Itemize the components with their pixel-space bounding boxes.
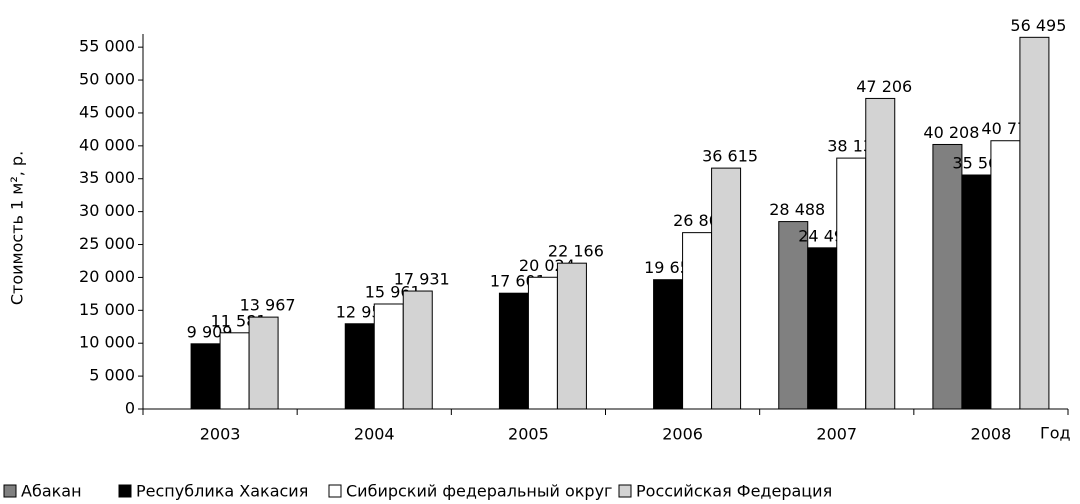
bar xyxy=(402,290,433,410)
y-tick-label: 15 000 xyxy=(79,300,135,319)
y-tick-label: 30 000 xyxy=(79,201,135,220)
legend-swatch xyxy=(328,484,342,498)
y-axis-label: Стоимость 1 м², р. xyxy=(8,151,27,305)
x-tick-label: 2004 xyxy=(354,425,395,444)
bar xyxy=(219,332,250,410)
legend-label: Российская Федерация xyxy=(636,482,832,501)
legend-swatch xyxy=(618,484,632,498)
x-tick-label: 2005 xyxy=(508,425,549,444)
y-tick-label: 10 000 xyxy=(79,333,135,352)
bar xyxy=(711,167,742,410)
bar xyxy=(961,174,992,410)
y-tick-label: 20 000 xyxy=(79,267,135,286)
bar xyxy=(1019,36,1050,410)
x-tick-label: 2006 xyxy=(662,425,703,444)
bar xyxy=(498,292,529,410)
legend-label: Абакан xyxy=(21,482,82,501)
value-label: 56 495 xyxy=(1010,16,1066,35)
value-label: 28 488 xyxy=(769,200,825,219)
bar xyxy=(807,247,838,410)
x-tick-label: 2003 xyxy=(200,425,241,444)
x-tick-label: 2007 xyxy=(816,425,857,444)
y-tick-label: 50 000 xyxy=(79,70,135,89)
x-tick-label: 2008 xyxy=(971,425,1012,444)
bar xyxy=(682,232,713,410)
value-label: 17 931 xyxy=(394,270,450,289)
y-tick-label: 35 000 xyxy=(79,168,135,187)
legend-swatch xyxy=(118,484,132,498)
y-tick-label: 55 000 xyxy=(79,37,135,56)
bar xyxy=(932,143,963,410)
y-tick-label: 0 xyxy=(125,399,135,418)
legend-label: Республика Хакасия xyxy=(136,482,308,501)
value-label: 13 967 xyxy=(240,296,296,315)
value-label: 40 208 xyxy=(923,123,979,142)
value-label: 36 615 xyxy=(702,147,758,166)
bar xyxy=(248,316,279,410)
y-tick-label: 40 000 xyxy=(79,135,135,154)
y-tick-label: 5 000 xyxy=(89,366,135,385)
x-axis-label: Год xyxy=(1040,424,1071,443)
legend-swatch xyxy=(3,484,17,498)
value-label: 22 166 xyxy=(548,242,604,261)
bar xyxy=(527,276,558,410)
y-tick-label: 45 000 xyxy=(79,102,135,121)
legend-label: Сибирский федеральный округ xyxy=(346,482,612,501)
bar xyxy=(344,323,375,410)
y-tick-label: 25 000 xyxy=(79,234,135,253)
bar xyxy=(865,97,896,410)
bar xyxy=(653,279,684,410)
bar xyxy=(990,140,1021,410)
bar xyxy=(373,303,404,410)
bar xyxy=(778,221,809,410)
bar xyxy=(556,262,587,410)
bar xyxy=(190,343,221,410)
value-label: 47 206 xyxy=(856,77,912,96)
bar xyxy=(836,157,867,410)
